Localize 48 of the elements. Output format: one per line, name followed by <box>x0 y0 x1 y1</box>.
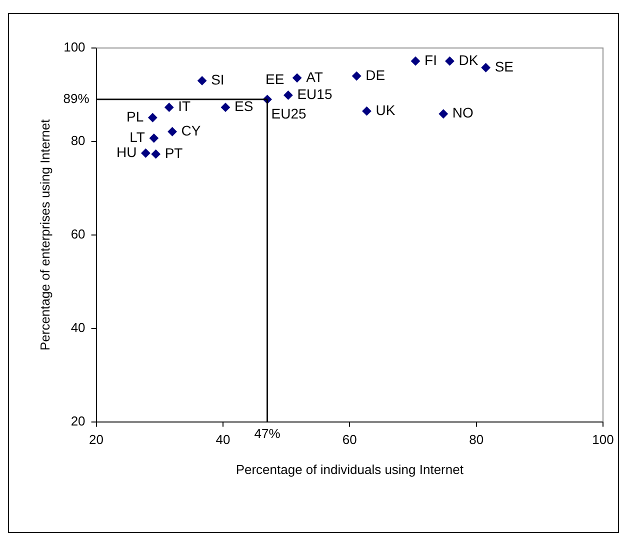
y-tick-label: 100 <box>64 40 86 55</box>
annotation: HU <box>116 144 137 160</box>
annotation: AT <box>306 68 324 85</box>
annotation: SI <box>211 72 224 88</box>
x-tick-label: 20 <box>89 432 104 448</box>
point <box>445 56 454 66</box>
y-tick-label: 60 <box>70 226 86 242</box>
annotation: PL <box>126 108 144 124</box>
y-tick-label: 20 <box>70 413 86 428</box>
point <box>149 134 158 143</box>
annotation: PT <box>164 144 184 161</box>
point <box>411 56 420 66</box>
x-tick-label: 60 <box>342 432 357 448</box>
x-tick-label: 80 <box>469 432 484 448</box>
annotation: FI <box>424 52 437 68</box>
x-tick-label: 40 <box>216 432 230 448</box>
y-axis-title: Percentage of enterprises using Internet <box>37 118 52 351</box>
point <box>148 113 158 122</box>
annotation: SE <box>494 58 514 74</box>
annotation: EU15 <box>297 86 332 102</box>
annotation: DE <box>366 66 386 83</box>
annotation: EE <box>266 71 284 88</box>
annotation: EU25 <box>271 105 307 122</box>
annotation: LT <box>130 129 146 146</box>
point <box>438 109 448 118</box>
point <box>481 63 490 72</box>
annotation: CY <box>181 122 202 138</box>
annotation: UK <box>376 102 396 118</box>
x-tick-label: 100 <box>592 432 614 448</box>
ref-line-label: 47% <box>254 426 281 441</box>
x-axis-title: Percentage of individuals using Internet <box>236 462 464 477</box>
point <box>221 102 230 112</box>
point <box>198 76 207 86</box>
point <box>352 72 362 81</box>
annotation: DK <box>458 52 479 68</box>
y-tick-label: 40 <box>70 320 86 335</box>
point <box>141 148 150 158</box>
point <box>292 73 302 82</box>
point <box>168 127 177 136</box>
annotation: NO <box>452 104 474 121</box>
annotation: IT <box>178 98 192 114</box>
point <box>284 90 293 100</box>
ref-line-label: 89% <box>63 90 90 106</box>
point <box>151 150 160 159</box>
point <box>362 106 372 116</box>
point <box>164 102 174 112</box>
y-tick-label: 80 <box>70 133 86 148</box>
annotation: ES <box>234 98 254 114</box>
